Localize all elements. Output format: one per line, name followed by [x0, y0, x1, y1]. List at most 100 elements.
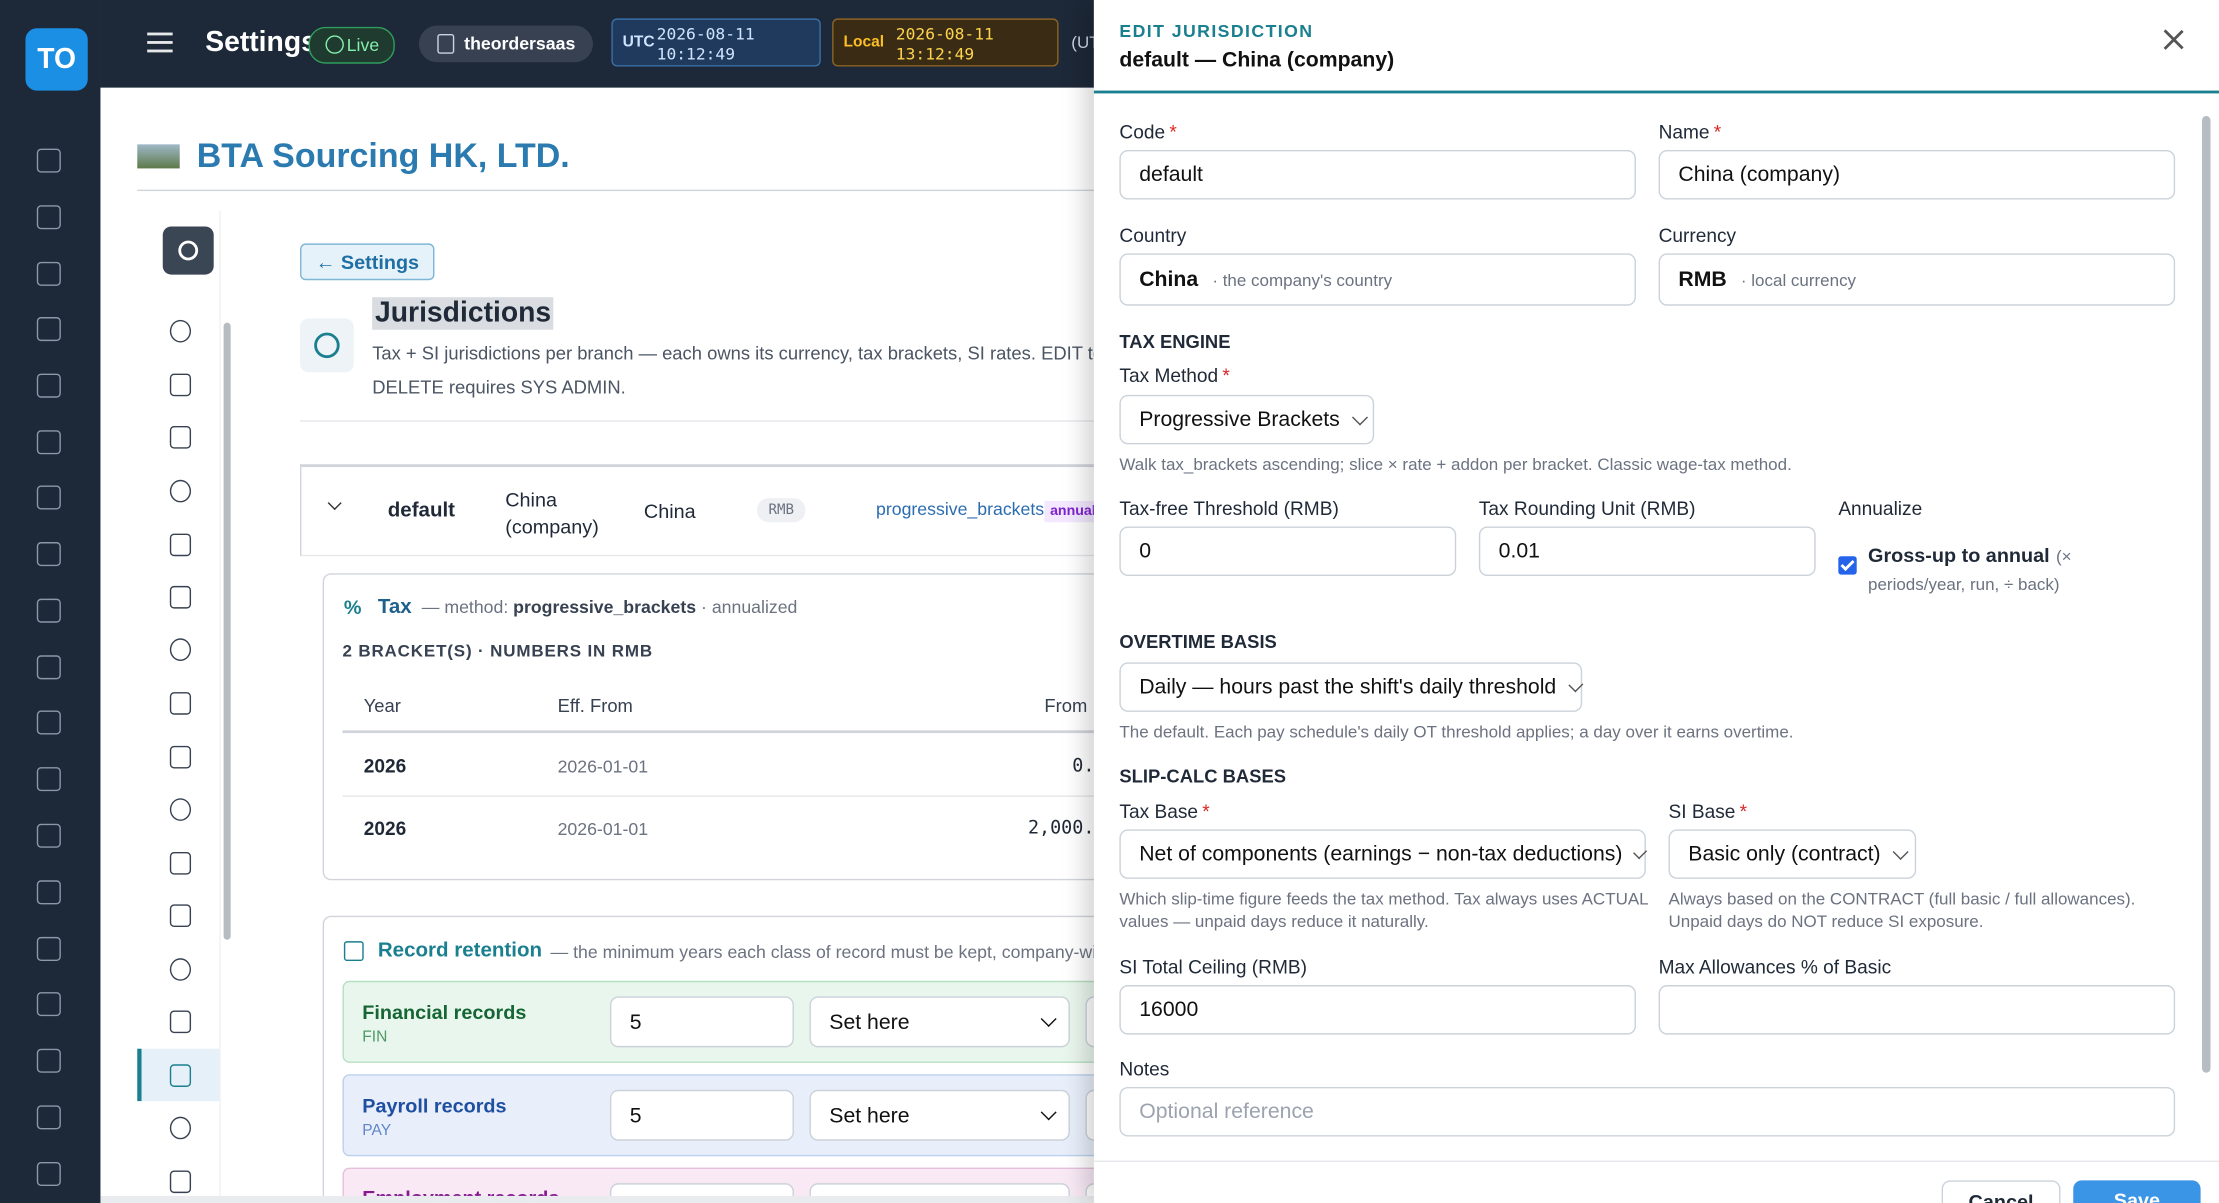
period-select[interactable]: Set here	[809, 996, 1070, 1048]
select-text: Basic only (contract)	[1688, 842, 1881, 867]
logo[interactable]: TO	[25, 28, 88, 91]
nav-icon[interactable]	[169, 1010, 192, 1034]
select-text: Daily — hours past the shift's daily thr…	[1139, 675, 1557, 700]
text-input[interactable]: Optional reference	[1119, 1086, 2176, 1137]
checkbox-label: Gross-up to annual (× periods/year, run,…	[1868, 542, 2102, 599]
save-button[interactable]: Save	[2073, 1180, 2201, 1203]
select-text: Set here	[829, 1009, 910, 1034]
nav-icon[interactable]	[169, 798, 192, 821]
select-text: Progressive Brackets	[1139, 407, 1340, 432]
nav-icon[interactable]	[169, 373, 192, 397]
rail-icon[interactable]	[36, 485, 61, 510]
utc-time: 10:12:49	[656, 43, 736, 64]
divider	[137, 189, 1094, 192]
tax-panel: % Tax — method: progressive_brackets · a…	[322, 573, 1094, 881]
nav-icon[interactable]	[169, 958, 192, 981]
text-input[interactable]: 16000	[1119, 985, 1636, 1035]
readonly-input[interactable]: RMB · local currency	[1658, 253, 2176, 306]
drawer-header	[1093, 0, 2219, 94]
text-input[interactable]: China (company)	[1658, 150, 2176, 200]
menu[interactable]	[147, 32, 173, 53]
rail-icon[interactable]	[36, 655, 61, 680]
nav-icon[interactable]	[169, 426, 192, 449]
rail-icon[interactable]	[36, 992, 61, 1017]
label-text: Tax Rounding Unit (RMB)	[1478, 498, 1696, 520]
retention-subtitle: — the minimum years each class of record…	[550, 942, 1094, 963]
label-text: Code	[1119, 121, 1166, 143]
period-select[interactable]: Set here	[809, 1089, 1070, 1141]
field-label: SI Total Ceiling (RMB)	[1119, 957, 1307, 978]
readonly-input[interactable]: China · the company's country	[1119, 253, 1636, 306]
rail-icon[interactable]	[36, 317, 61, 342]
record-name: Payroll records	[362, 1094, 507, 1117]
nav-icon[interactable]	[169, 638, 192, 661]
cancel-button[interactable]: Cancel	[1941, 1180, 2061, 1203]
tenant[interactable]: theordersaas	[418, 25, 593, 63]
select[interactable]: Net of components (earnings − non-tax de…	[1119, 829, 1648, 879]
page-description: Tax + SI jurisdictions per branch — each…	[372, 342, 1094, 364]
rail-icon[interactable]	[36, 598, 61, 623]
rail	[0, 0, 101, 1203]
rail-icon[interactable]	[36, 205, 61, 230]
extra-input[interactable]	[1085, 996, 1094, 1048]
drawer: EDIT JURISDICTION default — China (compa…	[1093, 0, 2219, 1203]
nav-icon[interactable]	[169, 585, 192, 609]
nav-icon[interactable]	[169, 692, 192, 715]
select[interactable]: Basic only (contract)	[1668, 829, 1917, 879]
rail-icon[interactable]	[36, 1161, 61, 1187]
rail-icon[interactable]	[36, 936, 61, 961]
rail-icon[interactable]	[36, 148, 61, 173]
rail-icon[interactable]	[36, 1105, 61, 1130]
drawer-footer	[1093, 1160, 2219, 1203]
select[interactable]: Progressive Brackets	[1119, 394, 1375, 445]
years-input[interactable]: 5	[609, 996, 794, 1048]
field-label: Tax Method *	[1119, 365, 1229, 386]
jurisdiction-row[interactable]: default China (company) China RMB progre…	[300, 464, 1094, 557]
years-input[interactable]: 5	[609, 1089, 794, 1141]
nav-icon[interactable]	[169, 479, 192, 503]
drawer-title: default — China (company)	[1119, 48, 1395, 73]
rail-icon[interactable]	[36, 710, 61, 735]
record-code: FIN	[362, 1028, 388, 1046]
field-label: Name *	[1659, 122, 1722, 143]
nav-icon[interactable]	[169, 852, 192, 875]
field-label: Max Allowances % of Basic	[1659, 957, 1892, 978]
field-label: Tax Base *	[1119, 801, 1209, 822]
text-input[interactable]	[1658, 985, 2176, 1035]
nav-icon[interactable]	[169, 533, 192, 557]
checkbox[interactable]	[1838, 556, 1857, 575]
nav-icon[interactable]	[169, 1064, 192, 1087]
local-label: Local	[843, 33, 885, 51]
nav-icon[interactable]	[169, 1116, 192, 1140]
nav-icon[interactable]	[169, 1170, 192, 1194]
rail-icon[interactable]	[36, 767, 61, 792]
required-mark: *	[1713, 121, 1722, 143]
nav-icon[interactable]	[169, 904, 192, 928]
text-input[interactable]: 0	[1119, 526, 1457, 577]
rail-icon[interactable]	[36, 823, 61, 848]
rail-icon[interactable]	[36, 880, 61, 905]
nav-active[interactable]	[137, 1048, 220, 1102]
rail-icon[interactable]	[36, 542, 61, 567]
retention-panel: Record retention — the minimum years eac…	[322, 915, 1094, 1203]
back-button[interactable]: ← Settings	[300, 243, 435, 281]
text-input[interactable]: 0.01	[1478, 526, 1816, 577]
rail-icon[interactable]	[36, 430, 61, 455]
rail-icon[interactable]	[36, 373, 61, 398]
close[interactable]	[2162, 28, 2185, 51]
record-code: PAY	[362, 1122, 392, 1140]
select[interactable]: Daily — hours past the shift's daily thr…	[1119, 662, 1584, 712]
row-code: default	[387, 499, 456, 523]
rail-icon[interactable]	[36, 1048, 61, 1073]
status-icon	[325, 35, 344, 54]
text-input[interactable]: default	[1119, 150, 1636, 200]
field-label: Tax Rounding Unit (RMB)	[1479, 498, 1696, 519]
extra-input[interactable]	[1085, 1183, 1094, 1203]
expand[interactable]	[327, 496, 342, 511]
rail-icon[interactable]	[36, 261, 61, 286]
value: RMB	[1678, 267, 1727, 292]
extra-input[interactable]	[1085, 1089, 1094, 1141]
nav-icon[interactable]	[169, 745, 192, 769]
nav-icon[interactable]	[169, 319, 192, 343]
